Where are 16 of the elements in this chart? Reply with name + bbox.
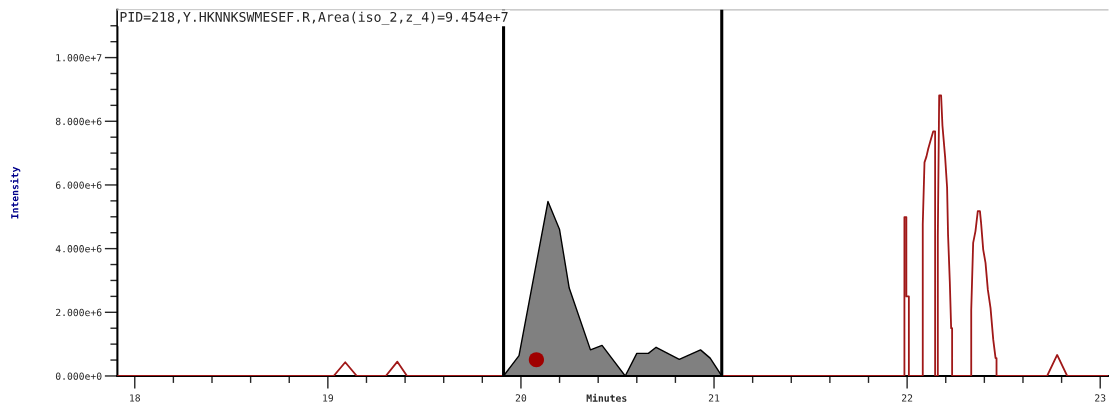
x-tick-label: 23	[1095, 394, 1106, 402]
x-tick-label: 19	[323, 394, 334, 402]
annotation: PID=218,Y.HKNNKSWMESEF.R,Area(iso_2,z_4)=9.454e+7	[120, 11, 508, 25]
x-tick-label: 20	[515, 394, 527, 402]
x-axis-title: Minutes	[586, 393, 627, 402]
x-tick-label: 22	[901, 394, 913, 402]
y-tick-label: 8.000e+6	[55, 117, 102, 126]
line-series	[720, 94, 1108, 376]
y-axis-title: Intensity	[10, 166, 21, 219]
y-tick-label: 0.000e+0	[55, 372, 102, 380]
y-tick-label: 4.000e+6	[55, 245, 102, 253]
y-tick-label: 1.000e+7	[56, 54, 102, 62]
x-tick-label: 18	[130, 394, 140, 402]
y-tick-label: 2.000e+6	[56, 308, 102, 317]
x-tick-label: 21	[708, 394, 720, 402]
y-tick-label: 6.000e+6	[55, 181, 102, 189]
